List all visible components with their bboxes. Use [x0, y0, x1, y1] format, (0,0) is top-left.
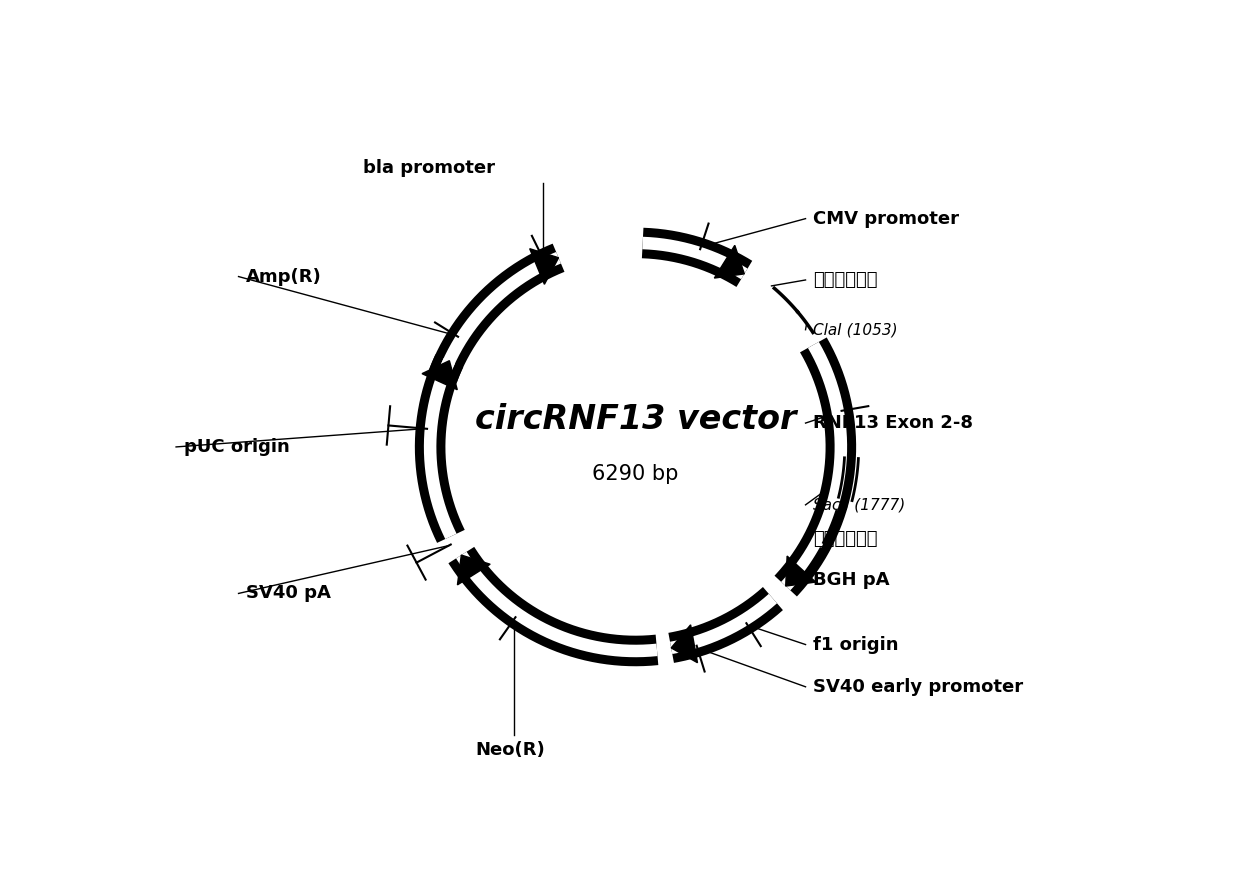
Text: SacII (1777): SacII (1777) — [813, 497, 905, 512]
Polygon shape — [786, 556, 816, 586]
Text: RNF13 Exon 2-8: RNF13 Exon 2-8 — [813, 414, 973, 432]
Text: 上游成环序列: 上游成环序列 — [813, 271, 878, 289]
Polygon shape — [529, 249, 558, 284]
Text: bla promoter: bla promoter — [363, 158, 495, 176]
Text: BGH pA: BGH pA — [813, 571, 890, 589]
Text: SV40 early promoter: SV40 early promoter — [813, 678, 1023, 696]
Text: Neo(R): Neo(R) — [476, 741, 546, 759]
Text: circRNF13 vector: circRNF13 vector — [475, 404, 796, 436]
Polygon shape — [714, 245, 744, 278]
Text: 下游成环序列: 下游成环序列 — [813, 530, 878, 548]
Text: f1 origin: f1 origin — [813, 635, 899, 653]
Polygon shape — [671, 625, 697, 663]
Polygon shape — [422, 361, 458, 389]
Text: SV40 pA: SV40 pA — [247, 584, 331, 603]
Text: CMV promoter: CMV promoter — [813, 210, 960, 227]
Polygon shape — [458, 555, 490, 585]
Text: ClaI (1053): ClaI (1053) — [813, 322, 898, 337]
Text: Amp(R): Amp(R) — [247, 267, 322, 286]
Text: pUC origin: pUC origin — [184, 438, 290, 456]
Text: 6290 bp: 6290 bp — [593, 464, 678, 484]
